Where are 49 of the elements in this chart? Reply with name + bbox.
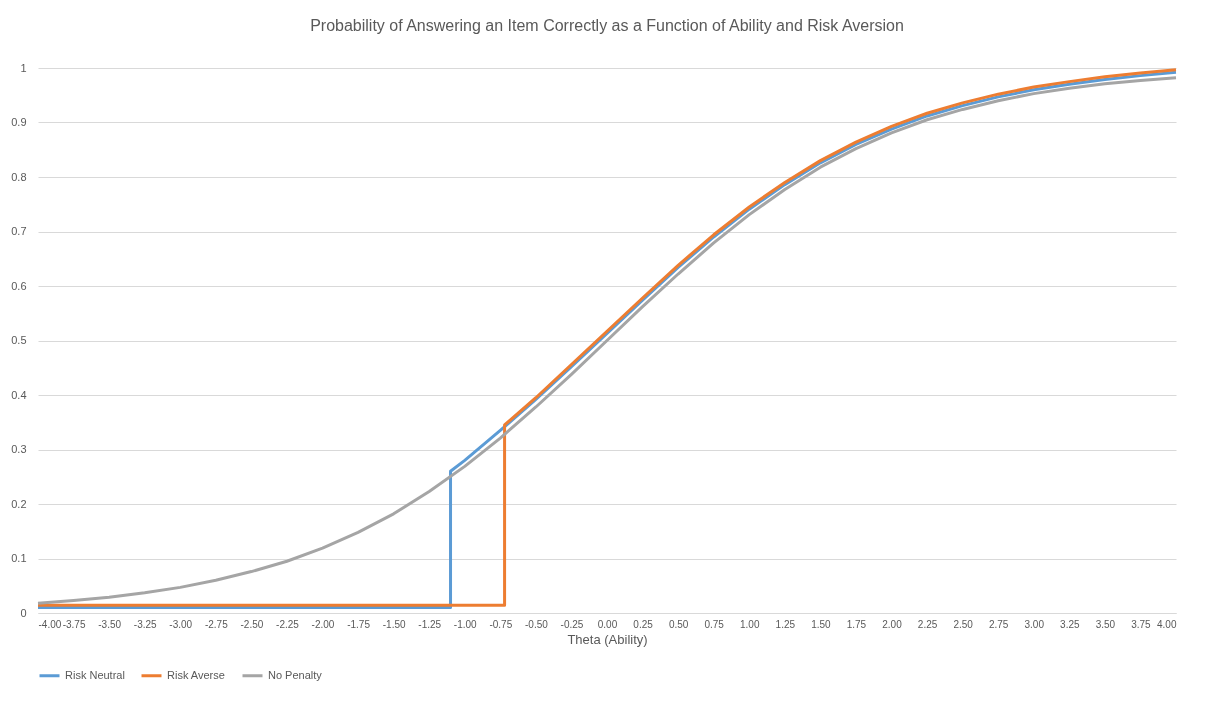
y-tick-label: 0.9 — [11, 116, 27, 128]
x-tick-label: 2.75 — [988, 618, 1009, 630]
y-tick-label: 0.1 — [11, 552, 27, 564]
y-tick-label: 0.6 — [11, 279, 27, 292]
x-tick-label: 3.50 — [1095, 618, 1116, 630]
y-tick-label: 0.4 — [11, 388, 27, 401]
x-tick-label: 1.25 — [775, 618, 796, 630]
x-tick-label: -2.25 — [276, 618, 300, 630]
y-tick-label: 0.8 — [11, 170, 27, 183]
x-axis-title: Theta (Ability) — [567, 631, 648, 647]
x-tick-label: -2.75 — [204, 618, 229, 630]
x-tick-label: -0.75 — [489, 618, 513, 630]
x-tick-label: -0.50 — [524, 618, 549, 630]
x-tick-label: 3.25 — [1060, 618, 1080, 630]
legend-label: Risk Neutral — [65, 668, 125, 681]
y-tick-label: 0.3 — [11, 443, 27, 455]
legend-label: No Penalty — [268, 668, 323, 681]
x-tick-label: -1.00 — [453, 618, 478, 630]
x-tick-label: 0.00 — [597, 618, 618, 630]
x-tick-label: -1.75 — [347, 618, 371, 630]
y-tick-label: 0.2 — [11, 497, 27, 510]
x-tick-label: 0.25 — [633, 618, 654, 630]
x-tick-label: -1.25 — [418, 618, 442, 630]
y-tick-label: 0 — [20, 606, 27, 619]
x-tick-label: -3.00 — [169, 618, 193, 630]
y-tick-label: 1 — [20, 61, 27, 74]
x-tick-label: 3.00 — [1024, 618, 1045, 630]
x-tick-label: -4.00 — [38, 618, 62, 630]
x-tick-label: 1.75 — [846, 618, 867, 630]
x-tick-label: 1.00 — [740, 618, 760, 630]
x-tick-label: 0.50 — [668, 618, 689, 630]
x-tick-label: 4.00 — [1157, 618, 1177, 630]
y-tick-label: 0.7 — [11, 225, 27, 237]
x-tick-label: -2.00 — [311, 618, 335, 630]
y-tick-label: 0.5 — [11, 334, 27, 346]
x-tick-label: -1.50 — [382, 618, 406, 630]
x-tick-label: 0.75 — [704, 618, 725, 630]
x-tick-label: 1.50 — [811, 618, 832, 630]
x-tick-label: 2.25 — [917, 618, 938, 630]
x-tick-label: -3.50 — [98, 618, 122, 630]
x-tick-label: 2.50 — [953, 618, 974, 630]
x-tick-label: -3.75 — [62, 618, 86, 630]
x-tick-label: 3.75 — [1131, 618, 1152, 630]
x-tick-label: -2.50 — [240, 618, 264, 630]
x-tick-label: -3.25 — [133, 618, 158, 630]
legend-label: Risk Averse — [167, 668, 225, 681]
x-tick-label: 2.00 — [882, 618, 903, 630]
chart-title: Probability of Answering an Item Correctly as a Function of Ability and Risk Aversion — [310, 17, 904, 34]
x-tick-label: -0.25 — [560, 618, 584, 630]
